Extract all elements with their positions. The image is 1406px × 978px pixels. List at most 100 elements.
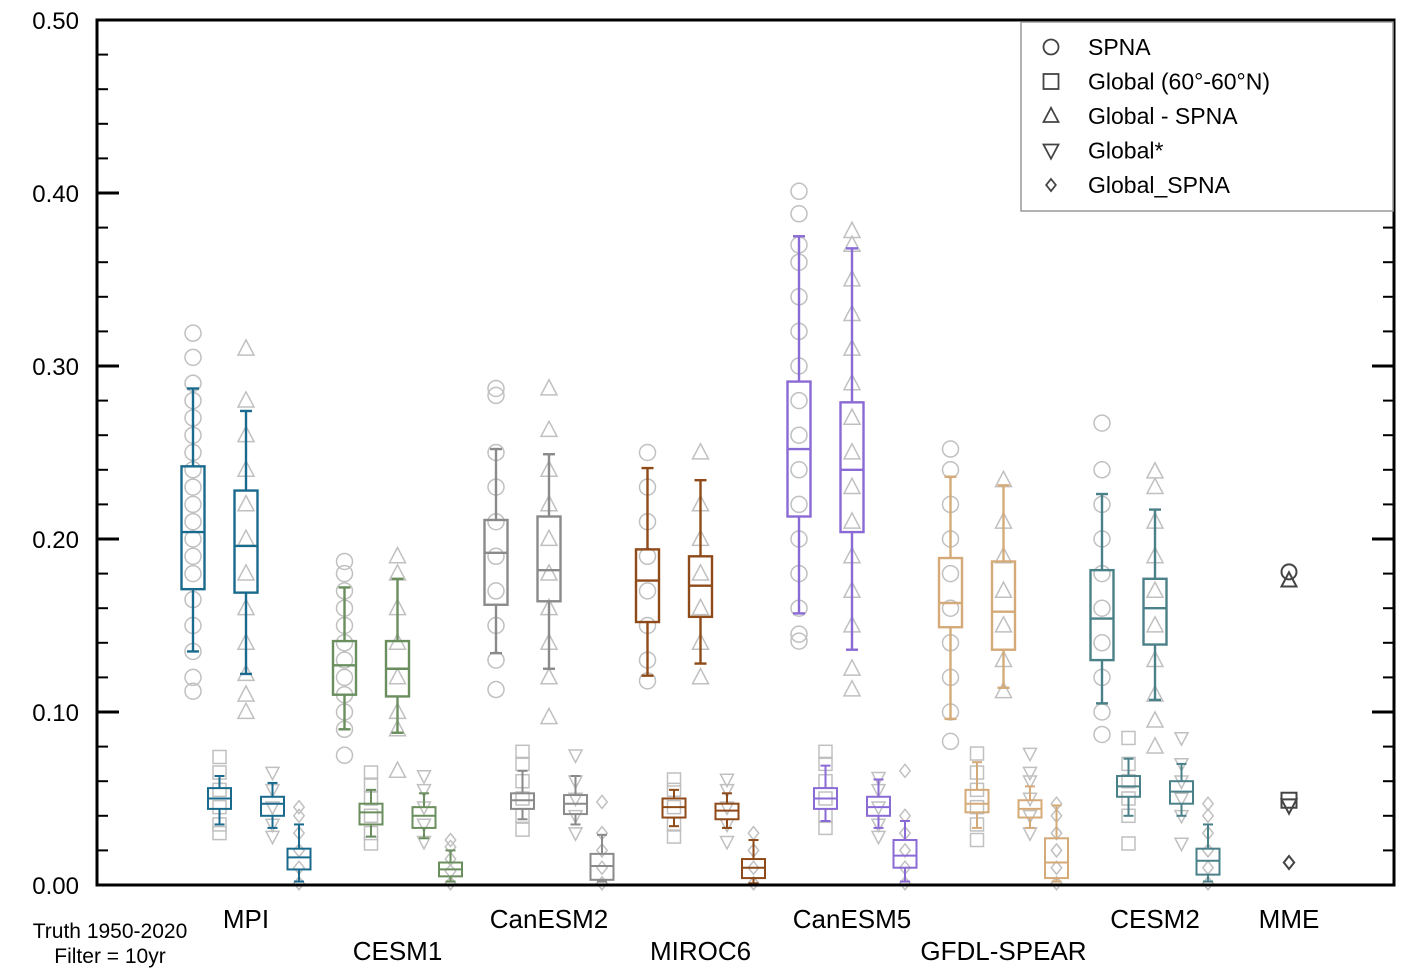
sample-marker xyxy=(1145,710,1165,728)
note-line-2: Filter = 10yr xyxy=(54,945,165,968)
sample-marker xyxy=(969,832,985,848)
sample-marker xyxy=(638,443,657,462)
sample-marker xyxy=(184,530,202,548)
sample-marker xyxy=(1050,842,1063,859)
axes xyxy=(95,18,1396,887)
iqr-box xyxy=(990,560,1017,651)
iqr-box xyxy=(892,839,918,869)
legend-box xyxy=(1020,21,1394,212)
mme-point xyxy=(1279,798,1299,816)
sample-markers xyxy=(184,182,1215,891)
model-label: CESM2 xyxy=(1110,904,1200,934)
sample-marker xyxy=(790,182,808,201)
iqr-box xyxy=(964,788,990,814)
sample-marker xyxy=(1093,703,1111,721)
iqr-box xyxy=(1089,568,1115,662)
sample-marker xyxy=(842,511,862,529)
sample-marker xyxy=(595,859,609,876)
sample-marker xyxy=(941,599,960,617)
sample-marker xyxy=(1022,747,1038,763)
sample-marker xyxy=(236,701,256,720)
legend-marker xyxy=(1042,73,1060,90)
iqr-box xyxy=(233,489,259,594)
y-tick-label: 0.10 xyxy=(32,700,79,727)
sample-marker xyxy=(941,564,960,583)
sample-marker xyxy=(666,772,682,787)
sample-marker xyxy=(236,390,256,408)
sample-marker xyxy=(515,822,530,837)
model-label: GFDL-SPEAR xyxy=(920,936,1086,966)
sample-marker xyxy=(666,829,682,844)
legend: SPNA Global (60°-60°N) Global - SPNA Global… xyxy=(1020,21,1394,212)
sample-marker xyxy=(842,442,862,460)
legend-label: Global_SPNA xyxy=(1088,172,1231,198)
sample-marker xyxy=(1145,461,1165,479)
sample-marker xyxy=(1050,859,1063,876)
sample-marker xyxy=(236,563,256,581)
sample-marker xyxy=(747,875,760,891)
sample-marker xyxy=(898,842,912,859)
legend-label: Global (60°-60°N) xyxy=(1088,69,1270,95)
sample-marker xyxy=(444,832,457,848)
sample-marker xyxy=(638,582,657,600)
sample-marker xyxy=(790,625,808,643)
sample-marker xyxy=(1022,766,1038,782)
sample-marker xyxy=(184,668,202,687)
sample-marker xyxy=(236,338,256,356)
sample-marker xyxy=(539,563,559,581)
legend-label: SPNA xyxy=(1088,34,1151,60)
sample-marker xyxy=(292,799,306,815)
sample-marker xyxy=(994,545,1013,564)
iqr-box xyxy=(1044,837,1069,880)
sample-marker xyxy=(842,407,862,426)
sample-marker xyxy=(335,651,354,669)
model-labels: MPI CESM1 CanESM2 MIROC6 CanESM5 GFDL-SPEAR CE… xyxy=(223,904,1319,966)
legend-label: Global* xyxy=(1088,138,1163,164)
sample-marker xyxy=(842,476,862,495)
sample-marker xyxy=(790,391,808,410)
sample-marker xyxy=(1201,859,1215,876)
sample-marker xyxy=(1022,775,1038,790)
sample-marker xyxy=(1201,795,1215,812)
sample-marker xyxy=(1050,825,1063,841)
sample-marker xyxy=(539,528,559,547)
legend-marker xyxy=(1042,38,1060,56)
sample-marker xyxy=(567,809,584,825)
sample-marker xyxy=(941,461,960,479)
iqr-box xyxy=(411,806,437,829)
sample-marker xyxy=(487,680,505,699)
sample-marker xyxy=(1093,725,1111,744)
model-label: CanESM2 xyxy=(490,904,609,934)
y-tick-label: 0.20 xyxy=(32,527,79,554)
sample-marker xyxy=(264,766,281,782)
sample-marker xyxy=(790,426,808,444)
mme-point xyxy=(1282,854,1296,871)
sample-marker xyxy=(184,682,202,700)
sample-marker xyxy=(335,668,354,687)
sample-marker xyxy=(719,783,735,799)
legend-marker xyxy=(1042,143,1060,161)
sample-marker xyxy=(212,825,227,841)
sample-marker xyxy=(184,547,202,566)
sample-marker xyxy=(363,765,379,780)
box-elements xyxy=(180,235,1299,885)
y-tick-label: 0.40 xyxy=(32,181,79,208)
sample-marker xyxy=(691,442,710,460)
sample-marker xyxy=(1145,736,1165,754)
sample-marker xyxy=(994,580,1013,599)
iqr-box xyxy=(483,518,509,606)
sample-marker xyxy=(539,706,559,725)
model-label: CESM1 xyxy=(353,936,443,966)
sample-marker xyxy=(941,440,960,458)
sample-marker xyxy=(444,851,457,867)
sample-marker xyxy=(790,461,808,479)
model-label: MME xyxy=(1259,904,1320,934)
sample-marker xyxy=(487,379,505,398)
sample-marker xyxy=(941,732,960,751)
sample-marker xyxy=(595,875,609,891)
sample-marker xyxy=(388,666,407,685)
truth-note: Truth 1950-2020 Filter = 10yr xyxy=(33,920,188,968)
sample-marker xyxy=(487,547,505,566)
sample-marker xyxy=(184,324,202,342)
